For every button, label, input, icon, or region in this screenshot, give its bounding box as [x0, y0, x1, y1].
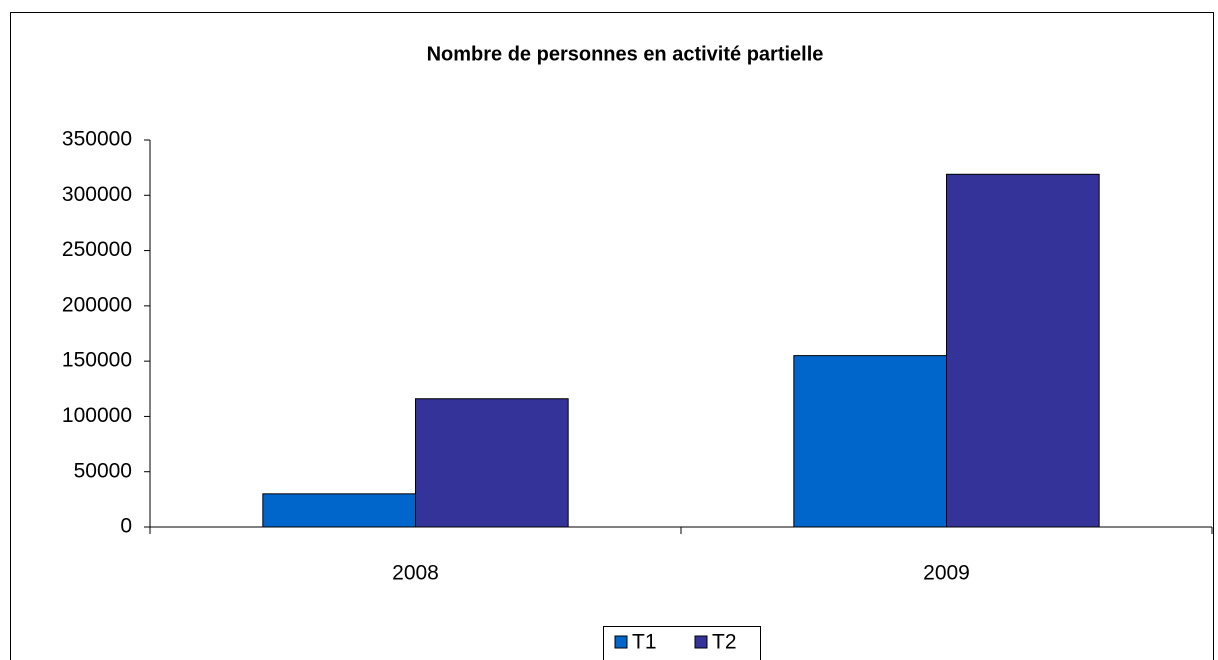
legend-swatch [694, 635, 708, 649]
legend-swatch [614, 635, 628, 649]
bar [262, 493, 416, 528]
chart-title: Nombre de personnes en activité partiell… [427, 43, 824, 65]
x-tick-label: 2008 [392, 562, 439, 585]
legend-label: T2 [712, 631, 737, 654]
y-tick-label: 0 [120, 515, 132, 538]
bar [793, 355, 948, 528]
bar [415, 398, 569, 528]
y-tick-label: 100000 [62, 404, 132, 427]
y-tick-label: 200000 [62, 293, 132, 316]
bar [946, 173, 1100, 528]
y-tick-label: 150000 [62, 349, 132, 372]
y-tick-label: 300000 [62, 183, 132, 206]
legend-box [603, 626, 761, 660]
x-tick-label: 2009 [923, 562, 970, 585]
y-tick-label: 50000 [74, 459, 132, 482]
y-tick-label: 350000 [62, 128, 132, 151]
y-tick-label: 250000 [62, 238, 132, 261]
legend-label: T1 [632, 631, 657, 654]
